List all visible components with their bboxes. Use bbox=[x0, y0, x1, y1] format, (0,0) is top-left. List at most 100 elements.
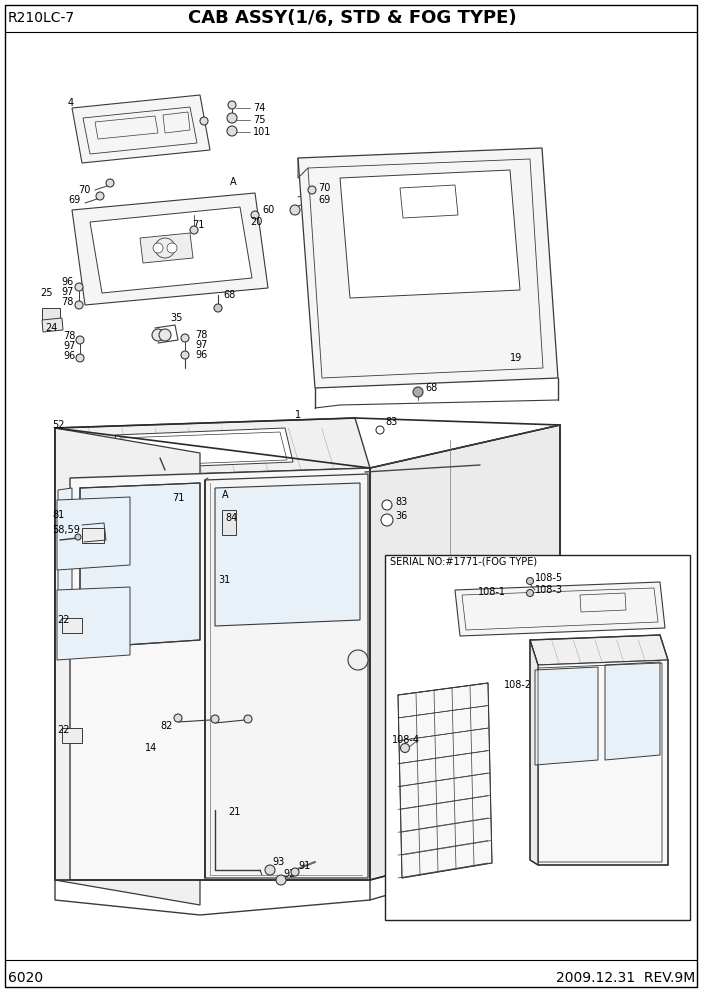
Text: 2009.12.31  REV.9M: 2009.12.31 REV.9M bbox=[556, 971, 695, 985]
Circle shape bbox=[526, 577, 534, 584]
Polygon shape bbox=[70, 468, 370, 880]
Text: 97: 97 bbox=[63, 341, 75, 351]
Polygon shape bbox=[72, 193, 268, 305]
Text: 22: 22 bbox=[57, 725, 69, 735]
Polygon shape bbox=[298, 148, 558, 388]
Text: 71: 71 bbox=[192, 220, 204, 230]
Circle shape bbox=[200, 117, 208, 125]
Circle shape bbox=[381, 514, 393, 526]
Text: 91: 91 bbox=[298, 861, 310, 871]
Circle shape bbox=[155, 238, 175, 258]
Text: 70: 70 bbox=[78, 185, 91, 195]
Circle shape bbox=[526, 589, 534, 596]
Circle shape bbox=[401, 743, 409, 753]
Circle shape bbox=[244, 715, 252, 723]
Text: 21: 21 bbox=[228, 807, 240, 817]
Text: 108-4: 108-4 bbox=[392, 735, 420, 745]
Text: 74: 74 bbox=[253, 103, 265, 113]
Text: A: A bbox=[230, 177, 237, 187]
Polygon shape bbox=[58, 488, 72, 640]
Polygon shape bbox=[530, 635, 668, 665]
Text: 6020: 6020 bbox=[8, 971, 43, 985]
Text: 83: 83 bbox=[395, 497, 407, 507]
Text: 71: 71 bbox=[172, 493, 185, 503]
Text: 22: 22 bbox=[57, 615, 69, 625]
Circle shape bbox=[227, 126, 237, 136]
Text: 101: 101 bbox=[253, 127, 272, 137]
Text: 35: 35 bbox=[170, 313, 183, 323]
Text: 58,59: 58,59 bbox=[52, 525, 80, 535]
Polygon shape bbox=[530, 640, 538, 865]
Text: 25: 25 bbox=[40, 288, 53, 298]
Text: 97: 97 bbox=[195, 340, 207, 350]
Text: 83: 83 bbox=[385, 417, 397, 427]
Text: 1: 1 bbox=[295, 410, 301, 420]
Text: 108-5: 108-5 bbox=[535, 573, 563, 583]
Polygon shape bbox=[55, 418, 370, 478]
Text: 70: 70 bbox=[318, 183, 331, 193]
Circle shape bbox=[75, 283, 83, 291]
Polygon shape bbox=[115, 428, 293, 469]
Text: 31: 31 bbox=[218, 575, 230, 585]
Polygon shape bbox=[55, 428, 70, 880]
Text: 84: 84 bbox=[225, 513, 237, 523]
Text: 82: 82 bbox=[160, 721, 173, 731]
Text: 4: 4 bbox=[68, 98, 74, 108]
Circle shape bbox=[276, 875, 286, 885]
Circle shape bbox=[75, 301, 83, 309]
Text: 93: 93 bbox=[272, 857, 284, 867]
Circle shape bbox=[190, 226, 198, 234]
Circle shape bbox=[174, 714, 182, 722]
Text: CAB ASSY(1/6, STD & FOG TYPE): CAB ASSY(1/6, STD & FOG TYPE) bbox=[187, 9, 516, 27]
Polygon shape bbox=[80, 483, 200, 648]
Text: 78: 78 bbox=[61, 297, 74, 307]
Circle shape bbox=[76, 354, 84, 362]
Bar bbox=[222, 510, 236, 535]
Text: 69: 69 bbox=[68, 195, 80, 205]
Text: 75: 75 bbox=[253, 115, 265, 125]
Circle shape bbox=[181, 351, 189, 359]
Text: 92: 92 bbox=[283, 869, 296, 879]
Polygon shape bbox=[140, 233, 193, 263]
Bar bbox=[62, 728, 82, 743]
Circle shape bbox=[382, 500, 392, 510]
Circle shape bbox=[211, 715, 219, 723]
Text: 19: 19 bbox=[510, 353, 522, 363]
Text: 60: 60 bbox=[262, 205, 274, 215]
Text: 108-1: 108-1 bbox=[478, 587, 506, 597]
Circle shape bbox=[181, 334, 189, 342]
Text: R210LC-7: R210LC-7 bbox=[8, 11, 75, 25]
Text: 20: 20 bbox=[250, 217, 263, 227]
Text: 68: 68 bbox=[223, 290, 235, 300]
Circle shape bbox=[290, 205, 300, 215]
Circle shape bbox=[308, 186, 316, 194]
Circle shape bbox=[167, 243, 177, 253]
Bar bbox=[385, 555, 690, 920]
Circle shape bbox=[227, 113, 237, 123]
Polygon shape bbox=[205, 474, 368, 878]
Circle shape bbox=[228, 101, 236, 109]
Text: 78: 78 bbox=[63, 331, 75, 341]
Polygon shape bbox=[538, 660, 668, 865]
Bar bbox=[42, 308, 60, 326]
Text: SERIAL NO:#1771-(FOG TYPE): SERIAL NO:#1771-(FOG TYPE) bbox=[390, 557, 537, 567]
Polygon shape bbox=[57, 587, 130, 660]
Text: 36: 36 bbox=[395, 511, 407, 521]
Polygon shape bbox=[340, 170, 520, 298]
Polygon shape bbox=[398, 683, 492, 878]
Circle shape bbox=[96, 192, 104, 200]
Polygon shape bbox=[55, 428, 200, 905]
Circle shape bbox=[106, 179, 114, 187]
Text: 108-2: 108-2 bbox=[504, 680, 532, 690]
Circle shape bbox=[413, 387, 423, 397]
Polygon shape bbox=[455, 582, 665, 636]
Bar bbox=[82, 528, 104, 543]
Circle shape bbox=[291, 868, 299, 876]
Circle shape bbox=[348, 650, 368, 670]
Polygon shape bbox=[605, 662, 660, 760]
Circle shape bbox=[153, 243, 163, 253]
Text: 14: 14 bbox=[145, 743, 157, 753]
Text: 96: 96 bbox=[63, 351, 75, 361]
Text: 78: 78 bbox=[195, 330, 207, 340]
Text: 96: 96 bbox=[195, 350, 207, 360]
